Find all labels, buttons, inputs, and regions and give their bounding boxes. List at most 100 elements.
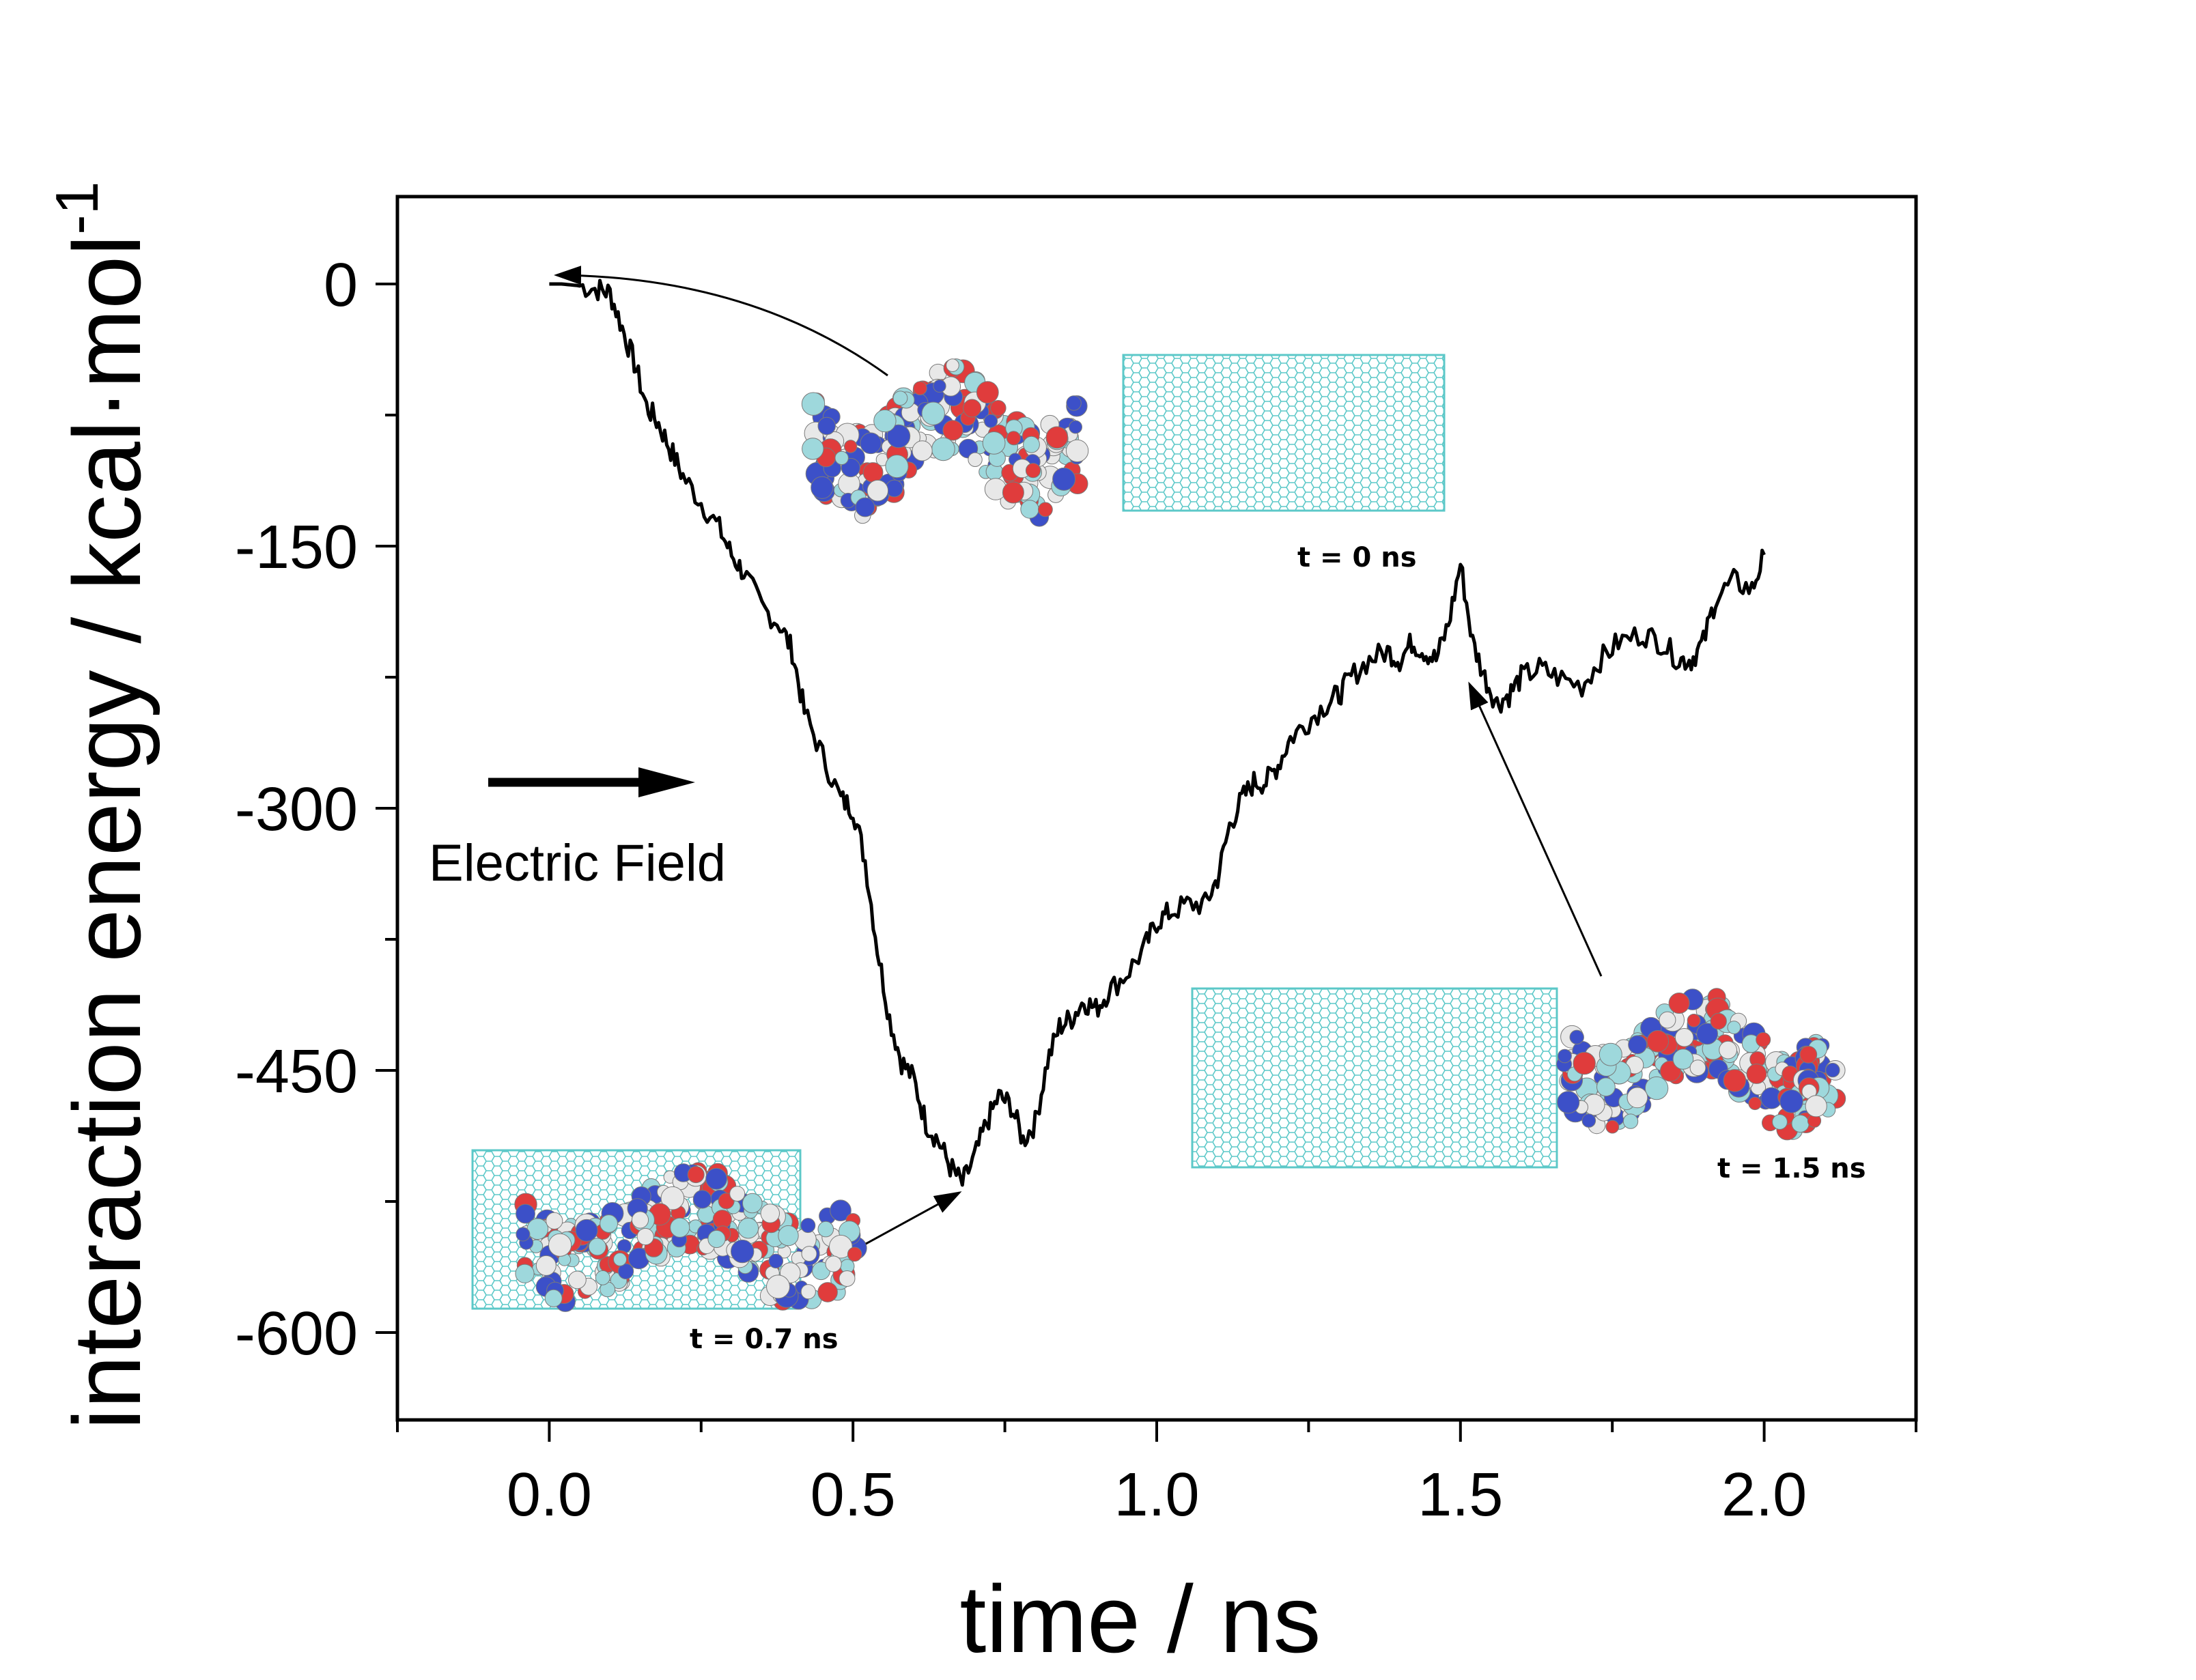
atom-sphere xyxy=(801,392,826,416)
atom-sphere xyxy=(817,416,836,436)
atom-sphere xyxy=(921,401,945,425)
atom-sphere xyxy=(860,432,882,455)
atom-sphere xyxy=(1719,1040,1738,1059)
x-tick-label: 1.5 xyxy=(1418,1461,1503,1529)
atom-sphere xyxy=(968,452,983,467)
atom-sphere xyxy=(1038,502,1053,517)
atom-sphere xyxy=(766,1275,790,1299)
atom-sphere xyxy=(1627,1087,1648,1109)
atom-sphere xyxy=(1825,1062,1840,1078)
atom-sphere xyxy=(1599,1042,1622,1066)
atom-sphere xyxy=(1581,1113,1596,1128)
y-tick-label: -450 xyxy=(235,1038,358,1106)
atom-sphere xyxy=(1748,1096,1762,1111)
atom-sphere xyxy=(933,379,946,393)
atom-sphere xyxy=(892,390,908,406)
atom-sphere xyxy=(1668,993,1690,1014)
atom-sphere xyxy=(515,1264,535,1283)
atom-sphere xyxy=(731,1239,755,1264)
atom-sphere xyxy=(707,1229,726,1249)
snapshot-label-t15: t = 1.5 ns xyxy=(1717,1153,1866,1184)
atom-sphere xyxy=(862,462,884,483)
atom-sphere xyxy=(1746,1064,1767,1084)
atom-sphere xyxy=(1065,439,1089,463)
atom-sphere xyxy=(575,1219,598,1242)
atom-sphere xyxy=(942,420,963,441)
atom-sphere xyxy=(1622,1113,1639,1129)
arrow-t15 xyxy=(1468,681,1603,977)
atom-sphere xyxy=(729,1186,746,1202)
snapshot-label-t07: t = 0.7 ns xyxy=(690,1324,839,1355)
atom-sphere xyxy=(830,1199,851,1221)
atom-sphere xyxy=(946,358,959,372)
atom-sphere xyxy=(1799,1046,1818,1064)
atom-sphere xyxy=(548,1233,572,1257)
atom-sphere xyxy=(737,1217,759,1239)
atom-sphere xyxy=(976,381,999,404)
atom-sphere xyxy=(886,424,911,449)
molecule-t07 xyxy=(514,1162,867,1312)
atom-sphere xyxy=(1756,1032,1771,1047)
y-axis-tick-labels: 0 -150 -300 -450 -600 xyxy=(235,251,358,1368)
atom-sphere xyxy=(742,1193,763,1214)
atom-sphere xyxy=(847,1247,862,1262)
x-tick-label: 0.5 xyxy=(811,1461,896,1529)
x-axis-tick-labels: 0.0 0.5 1.0 1.5 2.0 xyxy=(507,1461,1807,1529)
molecule-t0 xyxy=(801,358,1089,527)
y-axis-title: interaction energy / kcal·mol-1 xyxy=(43,181,160,1429)
atom-sphere xyxy=(1006,431,1021,446)
atom-sphere xyxy=(800,1218,816,1234)
atom-sphere xyxy=(1025,463,1041,479)
atom-sphere xyxy=(636,1227,654,1246)
atom-sphere xyxy=(1002,481,1024,504)
atom-sphere xyxy=(1674,1028,1694,1047)
atom-sphere xyxy=(613,1252,627,1266)
atom-sphere xyxy=(1696,1023,1719,1045)
atom-sphere xyxy=(617,1263,634,1280)
x-tick-label: 2.0 xyxy=(1721,1461,1807,1529)
atom-sphere xyxy=(963,399,982,418)
atom-sphere xyxy=(1779,1090,1803,1113)
atom-sphere xyxy=(990,400,1006,416)
atom-sphere xyxy=(687,1166,705,1184)
atom-sphere xyxy=(778,1225,799,1247)
atom-sphere xyxy=(855,497,875,517)
arrow-t0 xyxy=(554,266,888,377)
atom-sphere xyxy=(1596,1077,1616,1097)
atom-sphere xyxy=(801,1246,817,1262)
x-tick-label: 1.0 xyxy=(1114,1461,1199,1529)
atom-sphere xyxy=(1659,1011,1676,1029)
atom-sphere xyxy=(1723,1069,1747,1092)
svg-text:interaction energy / kcal·mol-: interaction energy / kcal·mol-1 xyxy=(43,181,160,1429)
atom-sphere xyxy=(982,431,1006,455)
arrow-t07 xyxy=(865,1191,962,1245)
atom-sphere xyxy=(1020,500,1039,519)
atom-sphere xyxy=(800,1284,816,1300)
atom-sphere xyxy=(829,1234,853,1259)
atom-sphere xyxy=(1791,1114,1810,1133)
atom-sphere xyxy=(705,1167,727,1190)
atom-sphere xyxy=(670,1217,690,1238)
y-axis-title-main: interaction energy / kcal·mol xyxy=(53,235,160,1430)
atom-sphere xyxy=(1573,1051,1596,1075)
atom-sphere xyxy=(768,1253,784,1269)
atom-sphere xyxy=(1069,420,1082,434)
atom-sphere xyxy=(535,1255,557,1276)
atom-sphere xyxy=(526,1218,549,1240)
atom-sphere xyxy=(595,1270,610,1285)
atom-sphere xyxy=(802,438,824,460)
atom-sphere xyxy=(1569,1029,1584,1045)
atom-sphere xyxy=(568,1270,587,1290)
atom-sphere xyxy=(885,455,909,479)
snapshot-t15 xyxy=(1191,987,1846,1169)
atom-sphere xyxy=(983,414,998,428)
atom-sphere xyxy=(913,381,927,396)
atom-sphere xyxy=(1727,1021,1741,1034)
atom-sphere xyxy=(1558,1049,1572,1064)
atom-sphere xyxy=(1646,1030,1670,1053)
x-axis-title: time / ns xyxy=(959,1565,1321,1672)
y-tick-label: -300 xyxy=(235,775,358,844)
atom-sphere xyxy=(1687,1014,1701,1027)
atom-sphere xyxy=(1605,1120,1620,1134)
